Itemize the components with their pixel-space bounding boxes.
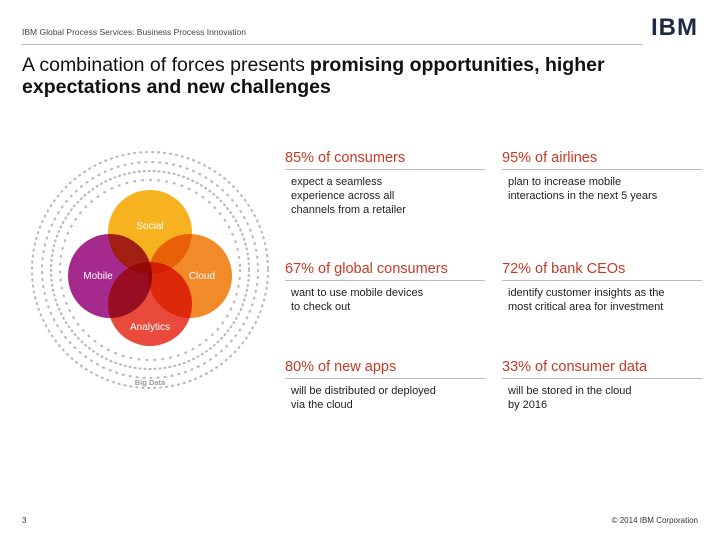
- stat-headline: 33% of consumer data: [502, 359, 702, 379]
- copyright: © 2014 IBM Corporation: [611, 516, 698, 525]
- description-line: plan to increase mobile: [508, 176, 622, 188]
- stat: 33% of consumer data will be stored in th…: [502, 359, 702, 412]
- stat-description: will be stored in the cloud by 2016: [502, 384, 702, 412]
- description-line: interactions in the next 5 years: [508, 190, 658, 202]
- stat-description: want to use mobile devices to check out: [285, 286, 485, 314]
- header-rule: [22, 44, 642, 45]
- venn-label: Cloud: [189, 271, 215, 282]
- stat: 85% of consumers expect a seamless experie…: [285, 150, 485, 217]
- venn: [68, 190, 232, 346]
- stat-description: plan to increase mobile interactions in t…: [502, 175, 702, 203]
- description-line: by 2016: [508, 399, 548, 411]
- outer-label: Big Data: [135, 378, 166, 387]
- venn-label: Analytics: [130, 322, 170, 333]
- stat-headline: 67% of global consumers: [285, 261, 485, 281]
- description-line: will be distributed or deployed: [291, 385, 436, 397]
- venn-label: Mobile: [83, 271, 113, 282]
- stat: 80% of new apps will be distributed or de…: [285, 359, 485, 412]
- title: A combination of forces presents promisin…: [22, 54, 652, 98]
- stat: 67% of global consumers want to use mobil…: [285, 261, 485, 314]
- description-line: most critical area for investment: [508, 301, 664, 313]
- analytics-circle: [108, 262, 192, 346]
- description-line: will be stored in the cloud: [508, 385, 632, 397]
- description-line: to check out: [291, 301, 351, 313]
- logo: IBM: [651, 14, 698, 41]
- stat-description: identify customer insights as the most cr…: [502, 286, 702, 314]
- dotted-rings: [30, 150, 270, 390]
- description-line: channels from a retailer: [291, 204, 406, 216]
- stat-description: expect a seamless experience across all ch…: [285, 175, 485, 217]
- stat: 72% of bank CEOs identify customer insigh…: [502, 261, 702, 314]
- stat: 95% of airlines plan to increase mobile in…: [502, 150, 702, 203]
- stat-headline: 72% of bank CEOs: [502, 261, 702, 281]
- description-line: expect a seamless: [291, 176, 383, 188]
- description-line: experience across all: [291, 190, 395, 202]
- forces-diagram: Social Mobile Cloud Analytics Big Data: [30, 150, 270, 390]
- title-plain: A combination of forces presents: [22, 54, 305, 76]
- description-line: want to use mobile devices: [291, 287, 424, 299]
- venn-label: Social: [136, 221, 163, 232]
- stat-headline: 95% of airlines: [502, 150, 702, 170]
- stat-headline: 80% of new apps: [285, 359, 485, 379]
- stat-headline: 85% of consumers: [285, 150, 485, 170]
- header-text: IBM Global Process Services: Business Pr…: [22, 27, 246, 37]
- description-line: identify customer insights as the: [508, 287, 665, 299]
- stat-description: will be distributed or deployed via the c…: [285, 384, 485, 412]
- title-emphasis: promising opportunities, higher expectat…: [22, 54, 605, 98]
- description-line: via the cloud: [291, 399, 353, 411]
- page-number: 3: [22, 516, 27, 525]
